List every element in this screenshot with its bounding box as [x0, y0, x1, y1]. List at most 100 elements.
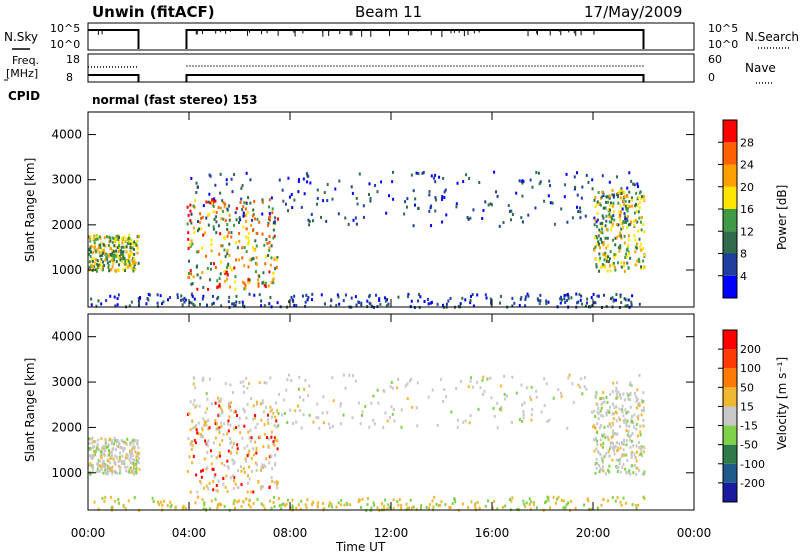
- scatter-cell: [248, 449, 251, 453]
- scatter-cell: [635, 472, 638, 476]
- freq-panel: [87, 53, 695, 83]
- scatter-cell: [441, 220, 444, 224]
- scatter-cell: [92, 449, 95, 453]
- scatter-cell: [269, 499, 272, 503]
- colorbar-tick-label: -15: [740, 420, 758, 433]
- scatter-cell: [130, 238, 133, 242]
- scatter-cell: [615, 392, 618, 396]
- colorbar-segment: [723, 349, 737, 369]
- scatter-cell: [619, 446, 622, 450]
- scatter-cell: [108, 453, 111, 457]
- scatter-cell: [616, 191, 619, 195]
- y-tick-label: 2000: [51, 420, 82, 434]
- scatter-cell: [113, 237, 116, 241]
- scatter-cell: [549, 201, 552, 205]
- scatter-cell: [100, 267, 103, 271]
- scatter-cell: [116, 234, 119, 238]
- scatter-cell: [623, 194, 626, 198]
- scatter-cell: [318, 426, 321, 430]
- scatter-cell: [252, 228, 255, 232]
- scatter-cell: [210, 249, 213, 253]
- scatter-cell: [245, 497, 248, 501]
- scatter-cell: [196, 431, 199, 435]
- scatter-cell: [594, 196, 597, 200]
- scatter-cell: [201, 246, 204, 250]
- scatter-cell: [630, 452, 633, 456]
- scatter-cell: [198, 227, 201, 231]
- scatter-cell: [366, 299, 369, 303]
- scatter-cell: [136, 454, 139, 458]
- scatter-cell: [400, 425, 403, 429]
- scatter-cell: [272, 281, 275, 285]
- scatter-cell: [187, 259, 190, 263]
- scatter-cell: [217, 396, 220, 400]
- scatter-cell: [276, 481, 279, 485]
- scatter-cell: [630, 220, 633, 224]
- scatter-cell: [268, 216, 271, 220]
- scatter-cell: [526, 292, 529, 296]
- scatter-cell: [635, 466, 638, 470]
- scatter-cell: [508, 498, 511, 502]
- scatter-cell: [160, 302, 163, 306]
- scatter-cell: [258, 220, 261, 224]
- scatter-cell: [273, 424, 276, 428]
- scatter-cell: [380, 502, 383, 506]
- scatter-cell: [596, 461, 599, 465]
- scatter-cell: [108, 252, 111, 256]
- scatter-cell: [88, 463, 91, 467]
- scatter-cell: [214, 436, 217, 440]
- scatter-cell: [636, 259, 639, 263]
- scatter-cell: [335, 505, 338, 509]
- scatter-cell: [102, 447, 105, 451]
- scatter-cell: [349, 503, 352, 507]
- scatter-cell: [630, 300, 633, 304]
- scatter-cell: [239, 218, 242, 222]
- scatter-cell: [323, 302, 326, 306]
- scatter-cell: [337, 212, 340, 216]
- scatter-cell: [261, 463, 264, 467]
- scatter-cell: [338, 302, 341, 306]
- scatter-cell: [92, 251, 95, 255]
- scatter-cell: [194, 199, 197, 203]
- scatter-cell: [471, 293, 474, 297]
- scatter-cell: [598, 470, 601, 474]
- scatter-cell: [597, 234, 600, 238]
- scatter-cell: [607, 200, 610, 204]
- scatter-cell: [102, 260, 105, 264]
- scatter-cell: [500, 408, 503, 412]
- scatter-cell: [432, 505, 435, 509]
- scatter-cell: [605, 195, 608, 199]
- scatter-cell: [190, 301, 193, 305]
- scatter-cell: [200, 475, 203, 479]
- scatter-cell: [632, 444, 635, 448]
- scatter-cell: [307, 218, 310, 222]
- scatter-cell: [95, 470, 98, 474]
- scatter-cell: [219, 272, 222, 276]
- scatter-cell: [228, 415, 231, 419]
- scatter-cell: [609, 250, 612, 254]
- scatter-cell: [612, 417, 615, 421]
- scatter-cell: [234, 211, 237, 215]
- scatter-cell: [187, 237, 190, 241]
- scatter-cell: [629, 445, 632, 449]
- scatter-cell: [217, 224, 220, 228]
- scatter-cell: [261, 485, 264, 489]
- scatter-cell: [230, 235, 233, 239]
- scatter-cell: [118, 247, 121, 251]
- scatter-cell: [146, 296, 149, 300]
- scatter-cell: [191, 461, 194, 465]
- scatter-cell: [272, 272, 275, 276]
- scatter-cell: [609, 405, 612, 409]
- scatter-cell: [524, 295, 527, 299]
- scatter-cell: [538, 302, 541, 306]
- scatter-cell: [223, 504, 226, 508]
- scatter-cell: [176, 293, 179, 297]
- scatter-cell: [109, 495, 112, 499]
- y-tick-label: 2000: [51, 218, 82, 232]
- scatter-cell: [189, 209, 192, 213]
- scatter-cell: [619, 457, 622, 461]
- scatter-cell: [431, 388, 434, 392]
- scatter-cell: [218, 276, 221, 280]
- scatter-cell: [260, 468, 263, 472]
- scatter-cell: [616, 395, 619, 399]
